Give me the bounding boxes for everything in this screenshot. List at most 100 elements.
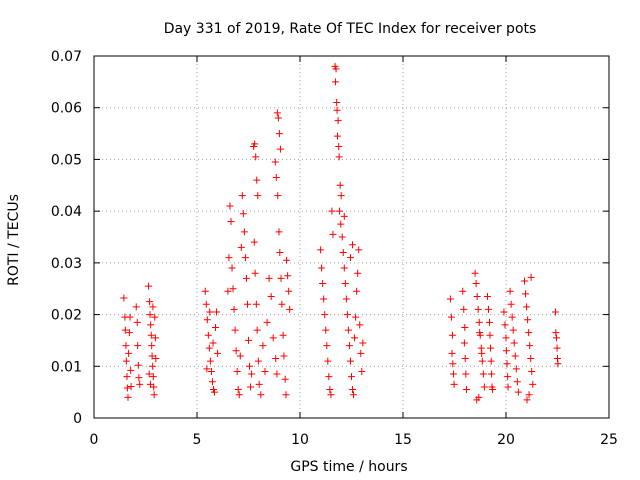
data-point — [133, 318, 141, 326]
data-point — [460, 339, 468, 347]
data-point — [267, 292, 275, 300]
data-point — [338, 233, 346, 241]
data-point — [272, 174, 280, 182]
data-point — [358, 367, 366, 375]
data-point — [235, 391, 243, 399]
data-point — [342, 295, 350, 303]
data-point — [319, 280, 327, 288]
data-point — [446, 295, 454, 303]
data-point — [500, 308, 508, 316]
x-tick-label: 5 — [193, 432, 202, 448]
data-point — [475, 393, 483, 401]
data-point — [247, 383, 255, 391]
data-point — [213, 308, 221, 316]
data-point — [146, 298, 154, 306]
data-point — [461, 355, 469, 363]
data-point — [286, 305, 294, 313]
data-point — [123, 373, 131, 381]
data-point — [511, 352, 519, 360]
data-point — [552, 329, 560, 337]
data-point — [335, 143, 343, 150]
data-point — [276, 249, 284, 257]
data-point — [322, 326, 330, 334]
data-point — [239, 210, 247, 218]
data-point — [203, 316, 211, 324]
data-point — [459, 287, 467, 295]
data-point — [523, 303, 531, 311]
data-point — [233, 367, 241, 375]
data-point — [352, 313, 360, 321]
data-point — [145, 282, 153, 290]
data-point — [148, 342, 156, 350]
data-point — [211, 388, 219, 396]
data-point — [508, 313, 516, 321]
data-point — [228, 264, 236, 272]
data-point — [449, 360, 457, 368]
data-point — [460, 305, 468, 313]
data-point — [271, 158, 279, 166]
data-point — [333, 106, 341, 114]
data-point — [506, 287, 514, 295]
x-tick-label: 0 — [90, 432, 99, 448]
plot-frame — [93, 55, 610, 419]
data-point — [339, 249, 347, 257]
data-point — [275, 130, 283, 138]
data-point — [527, 273, 535, 281]
data-point — [245, 336, 252, 344]
data-point — [206, 357, 214, 365]
data-point — [274, 114, 282, 122]
data-point — [473, 292, 481, 300]
data-point — [513, 378, 521, 386]
data-point — [251, 140, 259, 148]
data-point — [333, 132, 341, 140]
y-tick-label: 0.05 — [51, 152, 82, 168]
y-tick-label: 0.04 — [51, 204, 82, 220]
data-point — [325, 373, 333, 381]
x-tick-label: 25 — [600, 432, 618, 448]
data-point — [324, 357, 332, 365]
data-point — [478, 349, 486, 357]
data-point — [553, 344, 561, 352]
data-point — [231, 326, 239, 334]
data-point — [551, 308, 559, 316]
data-point — [351, 334, 359, 342]
data-point — [525, 391, 533, 399]
data-point — [507, 300, 515, 308]
data-point — [512, 365, 520, 373]
y-tick-label: 0.03 — [51, 256, 82, 272]
data-point — [255, 380, 263, 388]
data-point — [323, 342, 331, 350]
data-point — [357, 349, 365, 357]
data-point — [329, 230, 337, 238]
data-point — [149, 362, 157, 370]
data-point — [134, 361, 142, 369]
data-point — [252, 300, 260, 308]
data-point — [333, 99, 341, 107]
data-point — [232, 347, 240, 355]
grid-lines — [94, 56, 609, 418]
data-point — [501, 321, 509, 329]
data-point — [120, 294, 128, 302]
data-point — [285, 287, 293, 295]
data-point — [527, 355, 535, 363]
data-point — [472, 280, 480, 288]
data-point — [320, 295, 328, 303]
data-point — [526, 342, 534, 350]
data-point — [343, 311, 351, 319]
data-point — [448, 349, 456, 357]
data-point — [280, 352, 288, 360]
data-point — [487, 344, 495, 352]
data-point — [152, 355, 160, 363]
data-point — [471, 269, 479, 277]
data-points — [120, 62, 562, 404]
data-point — [272, 355, 280, 363]
data-point — [225, 254, 233, 262]
data-point — [134, 342, 142, 350]
data-point — [478, 357, 486, 365]
data-point — [521, 277, 529, 285]
data-point — [201, 287, 209, 295]
data-point — [502, 334, 510, 342]
data-point — [125, 329, 133, 337]
data-point — [127, 366, 135, 374]
data-point — [212, 324, 220, 331]
